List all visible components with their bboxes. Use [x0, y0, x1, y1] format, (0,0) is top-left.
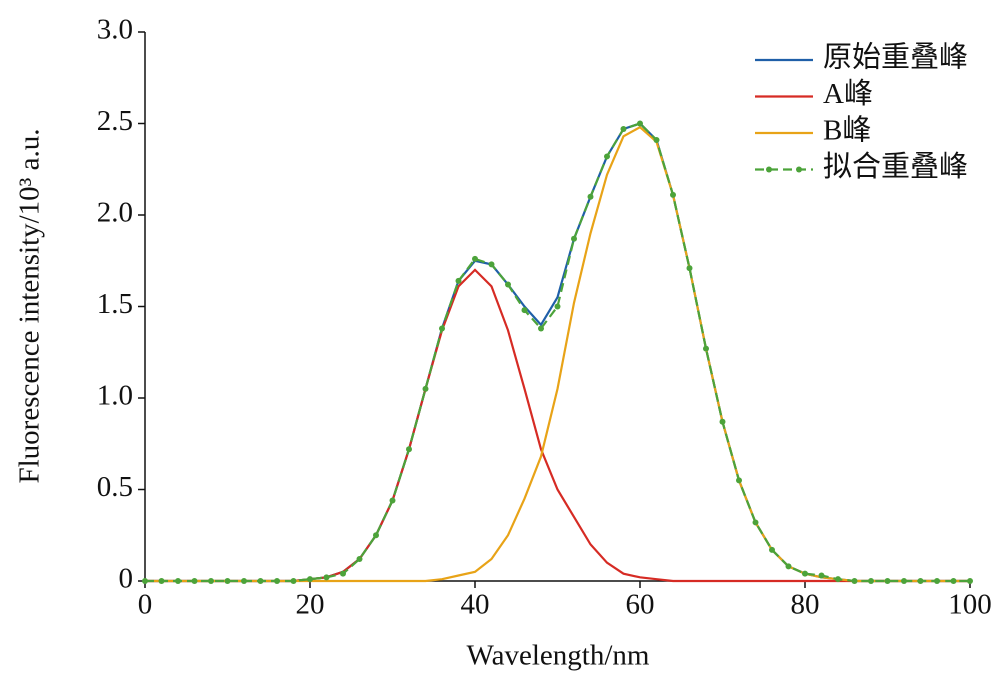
- legend-label: 原始重叠峰: [823, 41, 968, 74]
- series-marker: [290, 578, 297, 584]
- series-marker: [505, 281, 511, 288]
- series-marker: [802, 570, 808, 577]
- x-tick-label: 100: [948, 589, 992, 621]
- series-marker: [835, 576, 841, 583]
- series-marker: [439, 325, 445, 332]
- series-marker: [208, 578, 214, 584]
- series-line: [145, 122, 970, 583]
- series-marker: [340, 570, 346, 577]
- x-axis-label: Wavelength/nm: [467, 640, 650, 672]
- series-marker: [587, 193, 594, 200]
- series-marker: [934, 578, 940, 584]
- series-marker: [670, 191, 676, 198]
- x-tick-label: 0: [138, 589, 153, 621]
- series-marker: [571, 235, 577, 242]
- legend-label: A峰: [823, 77, 873, 110]
- series-marker: [538, 325, 544, 332]
- y-tick-label: 1.0: [97, 380, 133, 412]
- series-marker: [488, 261, 495, 268]
- series-marker: [967, 578, 973, 584]
- legend-marker: [796, 166, 802, 173]
- series-marker: [950, 578, 957, 584]
- series-marker: [818, 572, 825, 579]
- series-line: [145, 125, 970, 583]
- series-marker: [191, 578, 198, 584]
- y-tick-label: 0: [119, 563, 134, 595]
- series-marker: [604, 153, 610, 160]
- x-tick-label: 60: [626, 589, 655, 621]
- series-line: [145, 122, 970, 583]
- series-marker: [868, 578, 874, 584]
- series-marker: [620, 125, 627, 132]
- x-tick-label: 80: [791, 589, 820, 621]
- legend-label: B峰: [823, 114, 871, 147]
- x-tick-label: 40: [461, 589, 490, 621]
- series-marker: [637, 120, 643, 127]
- series-marker: [736, 477, 742, 484]
- series-marker: [686, 265, 693, 272]
- series-marker: [752, 519, 759, 526]
- y-tick-label: 2.5: [97, 105, 133, 137]
- legend-label: 拟合重叠峰: [823, 150, 968, 183]
- series-marker: [719, 418, 726, 425]
- y-axis-label: Fluorescence intensity/10³ a.u.: [14, 129, 46, 484]
- series-marker: [142, 578, 148, 584]
- series-marker: [472, 255, 478, 262]
- series-marker: [769, 546, 775, 553]
- series-marker: [406, 446, 412, 453]
- series-marker: [307, 576, 313, 583]
- series-marker: [241, 578, 247, 584]
- series-marker: [175, 578, 181, 584]
- series-marker: [884, 578, 891, 584]
- series-marker: [224, 578, 231, 584]
- series-marker: [901, 578, 907, 584]
- series-marker: [554, 303, 561, 310]
- y-tick-label: 0.5: [97, 471, 133, 503]
- series-marker: [521, 307, 528, 314]
- series-marker: [389, 497, 396, 504]
- series-marker: [274, 578, 280, 584]
- series-marker: [785, 563, 792, 570]
- series-marker: [455, 277, 462, 284]
- series-marker: [851, 578, 858, 584]
- y-tick-label: 3.0: [97, 14, 133, 46]
- series-line: [145, 268, 970, 583]
- legend-marker: [766, 166, 772, 173]
- series-marker: [373, 532, 379, 539]
- x-tick-label: 20: [296, 589, 325, 621]
- series-marker: [257, 578, 264, 584]
- y-tick-label: 1.5: [97, 288, 133, 320]
- series-marker: [703, 345, 709, 352]
- series-marker: [422, 385, 429, 392]
- series-marker: [356, 556, 363, 563]
- series-marker: [653, 136, 660, 143]
- y-tick-label: 2.0: [97, 197, 133, 229]
- series-marker: [917, 578, 924, 584]
- series-marker: [158, 578, 165, 584]
- series-marker: [323, 574, 330, 581]
